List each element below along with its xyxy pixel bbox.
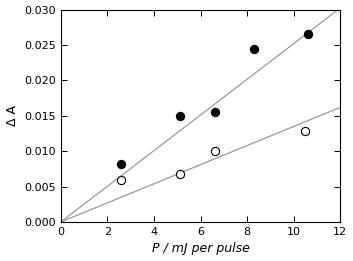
X-axis label: P / mJ per pulse: P / mJ per pulse [152, 242, 250, 256]
Point [177, 172, 183, 176]
Point [303, 129, 308, 133]
Point [212, 110, 217, 114]
Point [305, 32, 311, 37]
Y-axis label: Δ A: Δ A [6, 105, 19, 126]
Point [119, 177, 124, 182]
Point [119, 162, 124, 166]
Point [251, 46, 257, 51]
Point [177, 114, 183, 118]
Point [212, 149, 217, 153]
